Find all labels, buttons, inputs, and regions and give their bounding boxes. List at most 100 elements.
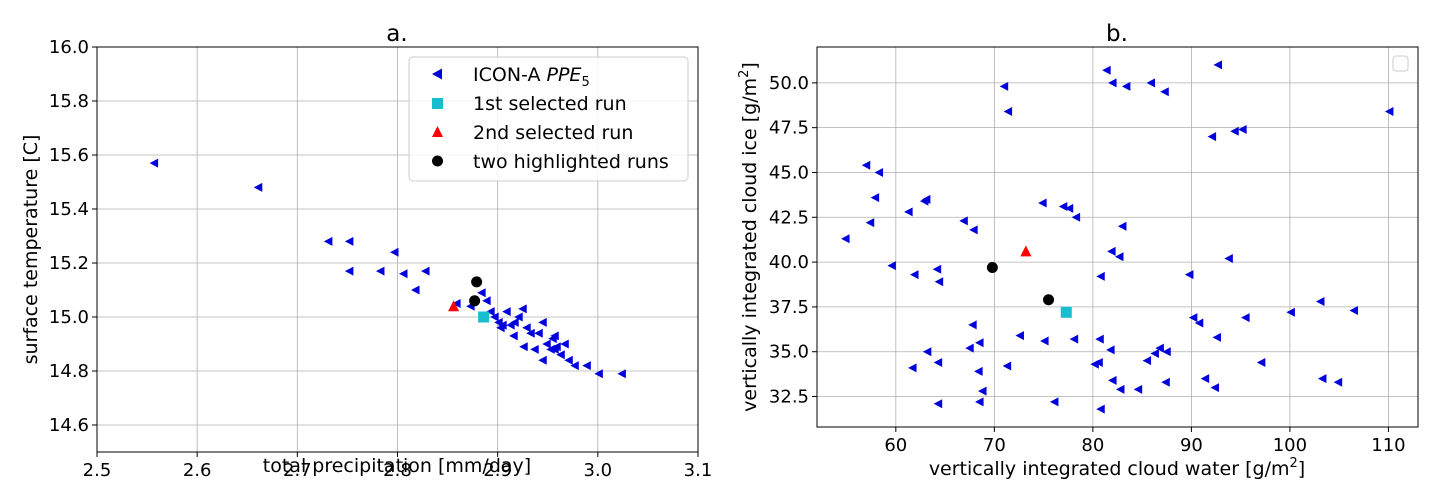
y-tick-label: 45.0 [769,162,809,183]
ppe-point-b [1071,212,1081,222]
ppe-point-b [933,357,943,367]
ppe-point-a [344,236,354,246]
ppe-point-b [1096,404,1105,414]
ppe-point-b [1096,271,1105,281]
ppe-point-a [560,339,569,349]
ppe-point-a [538,317,547,327]
ppe-point-b [1146,78,1155,88]
ppe-point-a [509,331,518,341]
panel-b: b. 60 70 80 90 100 110 32.5 35.0 37.5 40.0 42.5 45.… [737,21,1419,480]
ppe-point-a [550,331,559,341]
ppe-point-a [490,312,499,322]
x-tick-label: 2.5 [83,460,112,481]
x-tick-label: 3.1 [684,460,713,481]
ppe-point-b [1121,81,1131,91]
x-tick-label: 90 [1180,435,1203,456]
ppe-point-a [496,323,505,333]
ppe-point-b [1069,334,1079,344]
ppe-point-b [865,218,875,228]
legend-marker-first [432,98,443,109]
ppe-point-b [1133,384,1143,394]
ppe-point-a [323,236,333,246]
y-tick-label: 15.8 [49,91,89,112]
second-selected-run-point-b [1020,245,1032,257]
panel-b-title: b. [1106,21,1128,47]
legend: ICON-A PPE5 1st selected run 2nd selecte… [408,56,689,182]
ppe-point-b [908,363,917,373]
ppe-point-b [1241,313,1250,323]
ppe-point-a [617,369,626,379]
ppe-point-a [477,288,486,298]
ppe-point-a [510,317,519,327]
ppe-point-a [452,299,461,308]
panel-a-xlabel: total precipitation [mm/day] [263,455,531,477]
y-tick-label: 16.0 [49,37,89,58]
ppe-point-a [582,361,591,371]
legend-marker-highlight [432,155,443,167]
ppe-point-b [1184,270,1194,280]
highlighted-run-point-b [1043,294,1055,306]
ppe-point-a [514,312,523,322]
ppe-point-b [1090,359,1099,369]
highlighted-run-point-a [469,295,481,307]
ppe-point-b [965,343,974,353]
y-tick-label: 14.8 [49,361,89,382]
first-selected-run-point-a [478,311,490,323]
ppe-point-b [933,399,943,409]
ppe-point-b [1115,384,1125,394]
ppe-point-b [1194,318,1204,328]
legend-label-second: 2nd selected run [473,122,633,144]
panel-b-ticks: 60 70 80 90 100 110 32.5 35.0 37.5 40.0 42.5 45.0 47… [769,73,1406,456]
x-tick-label: 100 [1273,435,1307,456]
ppe-point-a [534,328,543,338]
ppe-point-b [968,320,977,330]
panel-a: a. 2.5 2.6 2.7 2.8 2.9 3.0 3.1 14.6 14.8 15.0 15.2… [20,21,712,481]
ppe-point-b [999,81,1009,91]
ppe-point-b [1317,374,1327,384]
y-tick-label: 14.6 [49,415,89,436]
x-tick-label: 110 [1371,435,1405,456]
ppe-point-b [921,194,931,204]
ppe-point-b [1150,349,1159,359]
ppe-point-a [538,355,547,365]
ppe-point-b [1210,383,1220,393]
panel-b-points [841,60,1394,414]
legend-label-ppe: ICON-A PPE5 [473,64,590,90]
ppe-point-b [1038,198,1047,208]
ppe-point-b [978,386,987,396]
ppe-point-a [389,247,399,257]
ppe-point-a [542,339,551,349]
ppe-point-b [1106,345,1115,355]
y-tick-label: 35.0 [769,342,809,363]
ppe-point-b [1238,124,1247,134]
ppe-point-a [530,344,539,354]
ppe-point-a [253,182,263,192]
highlighted-run-point-a [471,276,483,288]
ppe-point-b [1117,221,1127,231]
legend-marker-ppe [432,68,442,80]
y-tick-label: 15.6 [49,145,89,166]
ppe-point-b [969,225,978,235]
ppe-point-b [922,347,932,357]
ppe-point-b [975,397,984,407]
ppe-point-b [887,261,896,271]
panel-b-ylabel: vertically integrated cloud ice [g/m2] [737,62,761,412]
y-tick-label: 47.5 [769,118,809,139]
legend-box [408,56,689,182]
ppe-point-a [522,323,531,333]
second-selected-run-point-a [448,300,460,312]
ppe-point-b [1286,307,1295,317]
panel-b-frame [816,46,1419,428]
ppe-point-b [861,160,871,170]
panel-b-grid [817,47,1418,427]
ppe-point-a [550,344,559,354]
ppe-point-b [1160,87,1169,97]
ppe-point-b [1349,305,1358,315]
panel-b-xlabel: vertically integrated cloud water [g/m2] [929,456,1305,480]
ppe-point-a [421,266,430,276]
x-tick-label: 80 [1081,435,1104,456]
ppe-point-a [556,350,565,360]
x-tick-label: 2.9 [483,460,512,481]
ppe-point-b [1142,356,1152,366]
